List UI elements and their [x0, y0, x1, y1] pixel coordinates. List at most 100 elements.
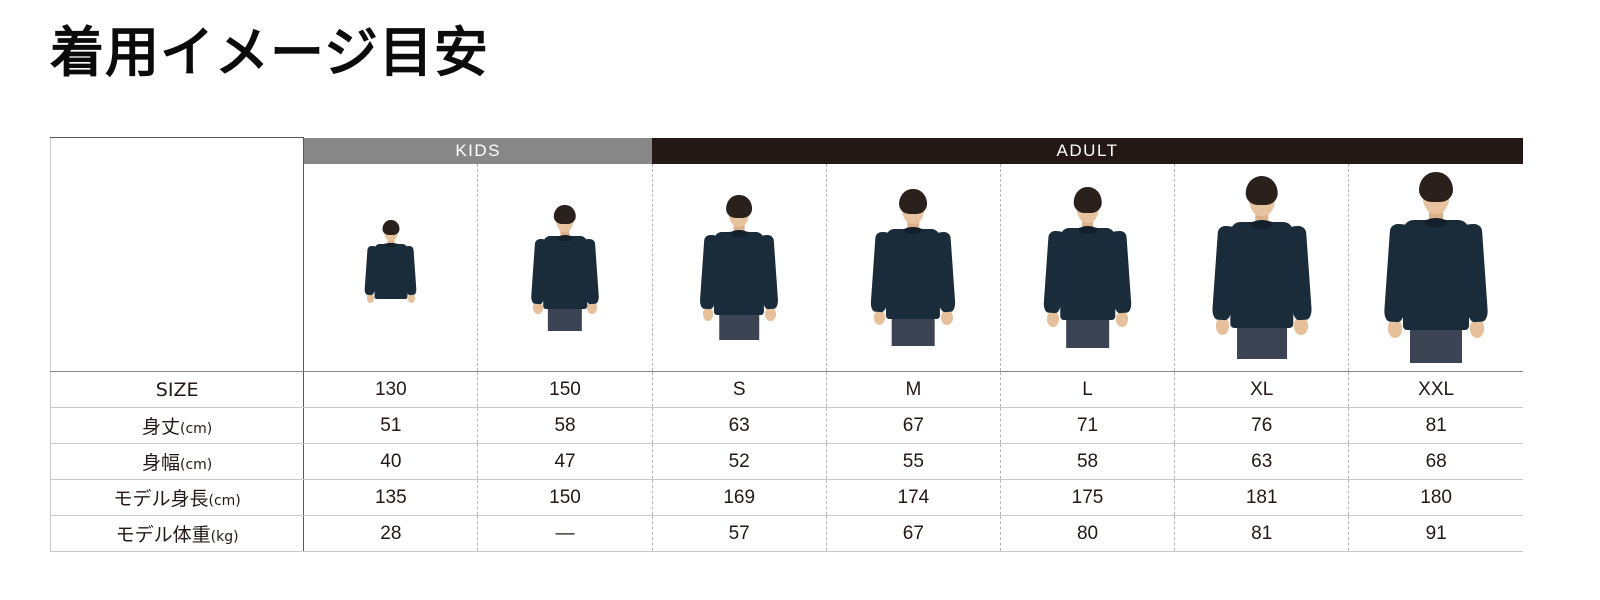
cell-body-width-s: 52 — [652, 443, 827, 480]
model-left-hand — [533, 302, 543, 315]
photo-row-label-cell — [49, 163, 305, 372]
model-shoulder — [542, 235, 588, 253]
model-collar — [1078, 226, 1097, 234]
model-shoulder — [885, 227, 942, 250]
cell-model-weight-150: — — [477, 515, 653, 552]
cell-size-xl: XL — [1174, 371, 1350, 408]
model-neck — [1081, 219, 1094, 230]
model-right-hand — [765, 307, 776, 322]
model-right-hand — [587, 302, 597, 315]
cell-body-width-m: 55 — [826, 443, 1001, 480]
cell-model-weight-m: 67 — [826, 515, 1001, 552]
cell-model-height-s: 169 — [652, 479, 827, 516]
cell-model-weight-130: 28 — [303, 515, 479, 552]
cell-size-150: 150 — [477, 371, 653, 408]
model-photo-xl — [1174, 163, 1350, 372]
model-right-hand — [407, 293, 415, 303]
model-figure-s — [682, 195, 796, 341]
cell-model-height-150: 150 — [477, 479, 653, 516]
cell-model-height-m: 174 — [826, 479, 1001, 516]
model-hair — [1073, 187, 1102, 213]
model-pants — [1410, 327, 1463, 364]
cell-body-length-l: 71 — [1000, 407, 1176, 444]
group-header-empty-cell — [49, 137, 305, 164]
cell-body-length-130: 51 — [303, 407, 479, 444]
model-collar — [1425, 218, 1448, 228]
row-label-body-length-text: 身丈 — [141, 416, 180, 438]
row-label-body-width-unit: (cm) — [180, 457, 213, 473]
model-right-hand — [941, 310, 953, 326]
model-collar — [557, 234, 573, 241]
model-collar — [730, 230, 748, 237]
model-neck — [560, 229, 570, 238]
model-right-hand — [1294, 318, 1308, 336]
model-photo-130 — [303, 163, 479, 372]
model-photo-s — [652, 163, 827, 372]
size-chart-table: KIDS ADULT SIZE 130 150 — [49, 137, 1523, 552]
cell-size-130: 130 — [303, 371, 479, 408]
cell-body-length-m: 67 — [826, 407, 1001, 444]
model-figure-m — [852, 189, 975, 346]
model-photo-m — [826, 163, 1001, 372]
cell-body-width-130: 40 — [303, 443, 479, 480]
model-hair — [899, 189, 928, 214]
row-label-body-width: 身幅(cm) — [49, 443, 305, 480]
model-collar — [904, 227, 923, 235]
model-photo-row — [49, 163, 1523, 372]
model-photo-xxl — [1348, 163, 1523, 372]
model-neck — [733, 223, 745, 234]
cell-body-width-xl: 63 — [1174, 443, 1350, 480]
table-row-body-width: 身幅(cm) 40 47 52 55 58 63 68 — [49, 443, 1523, 480]
model-pants — [719, 312, 759, 341]
table-row-model-height: モデル身長(cm) 135 150 169 174 175 181 180 — [49, 479, 1523, 516]
row-label-model-height-unit: (cm) — [208, 493, 241, 509]
cell-model-weight-xxl: 91 — [1348, 515, 1523, 552]
model-pants — [1065, 317, 1110, 348]
model-figure-130 — [353, 219, 428, 315]
cell-body-length-s: 63 — [652, 407, 827, 444]
model-hair — [726, 195, 753, 218]
cell-model-height-xxl: 180 — [1348, 479, 1523, 516]
model-figure-l — [1025, 187, 1151, 348]
row-label-body-length: 身丈(cm) — [49, 407, 305, 444]
model-pants — [1236, 324, 1287, 360]
model-neck — [907, 220, 920, 231]
model-pants — [892, 316, 935, 346]
cell-size-xxl: XXL — [1348, 371, 1523, 408]
model-left-hand — [1388, 320, 1403, 339]
row-label-model-height-text: モデル身長 — [113, 488, 209, 510]
model-collar — [385, 242, 397, 248]
cell-body-length-150: 58 — [477, 407, 653, 444]
model-left-hand — [702, 307, 714, 322]
group-header-adult: ADULT — [652, 137, 1523, 164]
row-label-model-weight-text: モデル体重 — [115, 524, 211, 546]
row-label-model-weight-unit: (kg) — [210, 529, 239, 545]
cell-body-width-xxl: 68 — [1348, 443, 1523, 480]
cell-model-height-xl: 181 — [1174, 479, 1350, 516]
cell-body-width-l: 58 — [1000, 443, 1176, 480]
row-label-size: SIZE — [49, 371, 305, 408]
cell-model-weight-s: 57 — [652, 515, 827, 552]
model-hair — [553, 204, 577, 225]
model-photo-l — [1000, 163, 1176, 372]
model-left-hand — [1047, 311, 1059, 327]
cell-size-s: S — [652, 371, 827, 408]
model-neck — [387, 238, 395, 245]
cell-body-width-150: 47 — [477, 443, 653, 480]
row-label-model-weight: モデル体重(kg) — [49, 515, 305, 552]
model-left-hand — [873, 310, 886, 326]
cell-size-m: M — [826, 371, 1001, 408]
model-left-hand — [1215, 318, 1230, 336]
row-label-body-width-text: 身幅 — [141, 452, 180, 474]
group-header-kids: KIDS — [303, 137, 653, 164]
model-photo-150 — [477, 163, 653, 372]
cell-model-weight-xl: 81 — [1174, 515, 1350, 552]
model-collar — [1251, 220, 1273, 229]
cell-body-length-xxl: 81 — [1348, 407, 1523, 444]
model-shoulder — [373, 243, 408, 257]
model-hair — [382, 219, 400, 235]
row-label-body-length-unit: (cm) — [180, 421, 213, 437]
row-label-model-height: モデル身長(cm) — [49, 479, 305, 516]
model-shoulder — [713, 230, 766, 251]
model-figure-xxl — [1361, 172, 1511, 364]
